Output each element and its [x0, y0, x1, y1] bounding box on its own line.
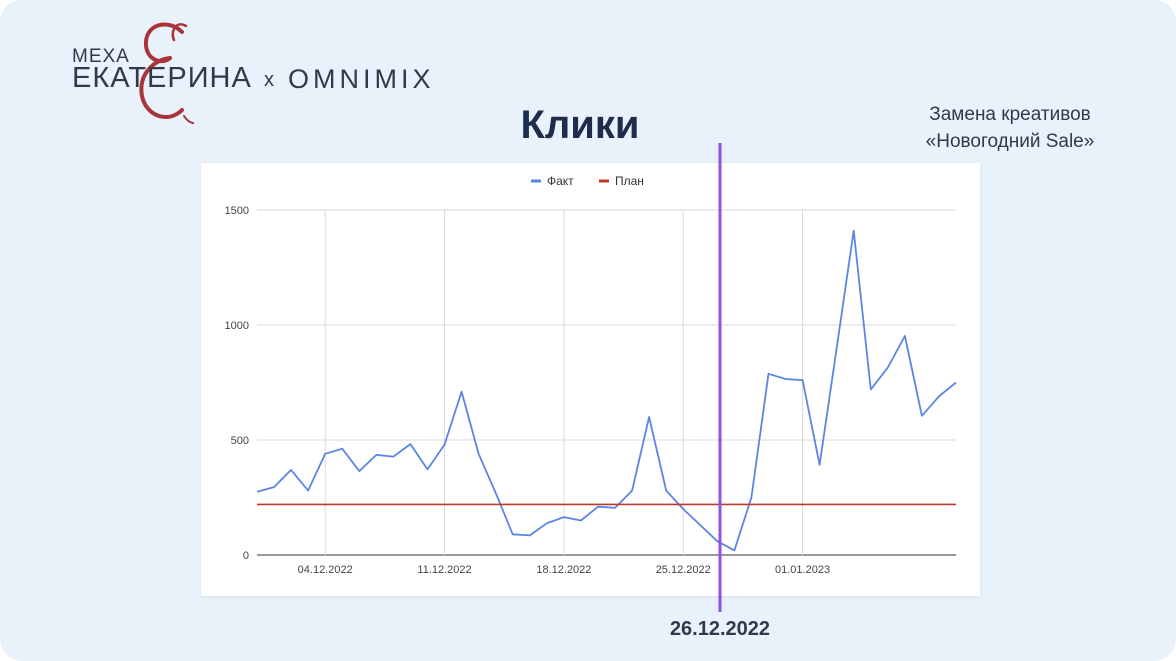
x-tick-label: 18.12.2022: [536, 564, 591, 576]
x-tick-label: 11.12.2022: [417, 564, 471, 576]
y-tick-label: 1500: [225, 205, 249, 217]
monogram-e-icon: [139, 22, 194, 124]
chart-title: Клики: [520, 103, 640, 147]
legend-label: План: [615, 174, 644, 188]
series-line-fact: [256, 229, 957, 552]
partner-logo: OMNIMIX: [288, 64, 435, 94]
x-tick-label: 04.12.2022: [298, 564, 353, 576]
y-tick-label: 0: [243, 550, 249, 562]
line-chart: 0 500 1000 1500 04.12.2022 11.12.2022 18.12.20…: [225, 174, 957, 576]
annotation-line-1: Замена креативов: [929, 104, 1091, 125]
logo-separator: x: [264, 69, 274, 91]
logo-line-1: МЕХА: [72, 46, 130, 67]
x-tick-label: 01.01.2023: [775, 564, 830, 576]
marker-date-label: 26.12.2022: [669, 618, 771, 640]
chart-card: 0 500 1000 1500 04.12.2022 11.12.2022 18.12.20…: [201, 163, 980, 596]
x-tick-label: 25.12.2022: [656, 564, 711, 576]
logo-line-2: ЕКАТЕРИНА: [72, 62, 252, 94]
brand-logo: МЕХА ЕКАТЕРИНА x OMNIMIX: [72, 18, 452, 133]
annotation-text: Замена креативов «Новогодний Sale»: [880, 101, 1140, 155]
legend-label: Факт: [547, 174, 574, 188]
y-tick-label: 1000: [225, 320, 249, 332]
annotation-line-2: «Новогодний Sale»: [925, 131, 1095, 152]
y-tick-label: 500: [231, 435, 249, 447]
